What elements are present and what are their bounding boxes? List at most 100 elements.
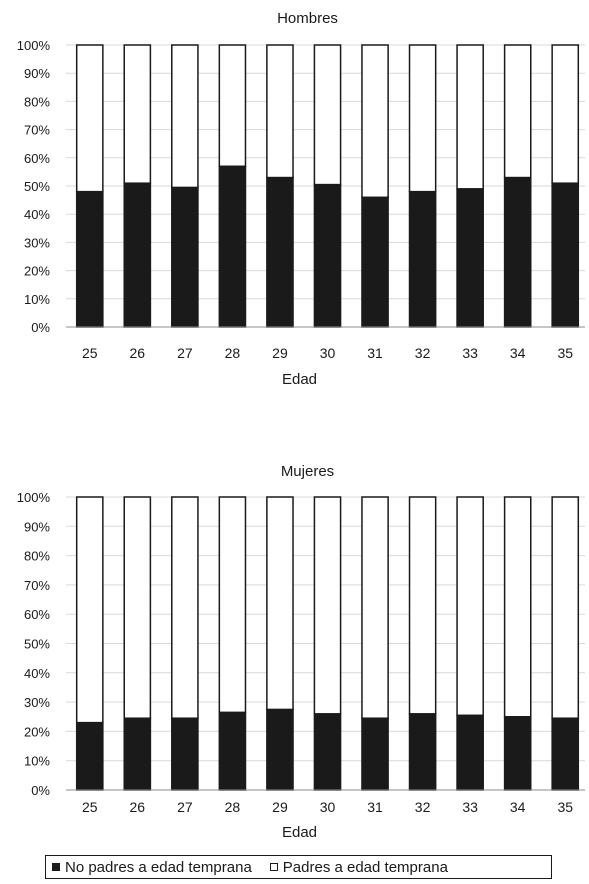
chart2-xtick-label: 29 <box>272 799 288 815</box>
legend-entry-padres: Padres a edad temprana <box>269 858 448 876</box>
legend-swatch-white-icon <box>269 863 278 871</box>
chart2-xtick-label: 28 <box>225 799 241 815</box>
chart1-ytick-label: 50% <box>24 179 50 194</box>
chart1-ytick-label: 10% <box>24 292 50 307</box>
legend: No padres a edad temprana Padres a edad … <box>45 855 552 879</box>
chart1-bar-padres <box>551 44 580 184</box>
chart2-bar-no-padres <box>266 708 294 791</box>
chart2-ytick-label: 70% <box>24 578 50 593</box>
chart1-bar-no-padres <box>456 188 484 328</box>
legend-label-no-padres: No padres a edad temprana <box>65 858 252 876</box>
chart2-bar-no-padres <box>503 716 532 791</box>
chart2-bar-no-padres <box>313 713 342 791</box>
chart1-xtick-label: 32 <box>415 345 431 361</box>
chart2-xtick-label: 35 <box>557 799 573 815</box>
chart2-bar-no-padres <box>408 713 437 791</box>
chart1-bar-no-padres <box>218 165 247 328</box>
chart1-xtick-label: 27 <box>177 345 193 361</box>
chart1-xtick-label: 29 <box>272 345 288 361</box>
chart2-ytick-label: 0% <box>31 783 50 798</box>
chart1-bar-padres <box>75 44 104 193</box>
chart1-bar-padres <box>313 44 342 186</box>
chart2-bar-padres <box>551 496 580 719</box>
chart1-xtick-label: 34 <box>510 345 526 361</box>
chart2-ytick-label: 20% <box>24 724 50 739</box>
legend-label-padres: Padres a edad temprana <box>282 858 448 876</box>
chart2-bar-no-padres <box>551 717 580 791</box>
chart2-bar-padres <box>75 496 104 724</box>
chart2-ytick-label: 40% <box>24 666 50 681</box>
chart1-bar-no-padres <box>503 176 532 328</box>
chart1-bar-no-padres <box>361 196 389 328</box>
chart2-ytick-label: 50% <box>24 637 50 652</box>
legend-entry-no-padres: No padres a edad temprana <box>52 859 252 876</box>
chart1-bar-padres <box>171 44 199 189</box>
chart2-bar-padres <box>171 496 199 719</box>
chart2-bar-no-padres <box>218 711 247 791</box>
chart2-xtick-label: 33 <box>462 799 478 815</box>
chart2-x-axis-label: Edad <box>282 824 317 841</box>
chart2-bar-padres <box>123 496 152 719</box>
chart1-bar-padres <box>456 44 484 190</box>
chart2-bar-padres <box>408 496 437 715</box>
chart1-ytick-label: 0% <box>31 320 50 335</box>
chart1-xtick-label: 31 <box>367 345 383 361</box>
chart1-ytick-label: 60% <box>24 151 50 166</box>
chart2-xtick-label: 34 <box>510 799 526 815</box>
chart1-ytick-label: 90% <box>24 66 50 81</box>
chart2-xtick-label: 32 <box>415 799 431 815</box>
chart1-bar-no-padres <box>408 190 437 328</box>
chart1-xtick-label: 28 <box>225 345 241 361</box>
chart2-ytick-label: 80% <box>24 549 50 564</box>
chart2-xtick-label: 25 <box>82 799 98 815</box>
chart-svg: Hombres 0% 10% 20% 30% 40% 50% 60% 70% 80% 90% 100%… <box>17 10 585 841</box>
chart2-xtick-label: 26 <box>130 799 146 815</box>
chart2-bar-padres <box>503 496 532 718</box>
chart2-title: Mujeres <box>281 463 334 480</box>
chart2-bar-padres <box>313 496 342 715</box>
chart1-title: Hombres <box>277 10 338 27</box>
chart1-xtick-label: 33 <box>462 345 478 361</box>
chart1-xtick-label: 25 <box>82 345 98 361</box>
chart1-bar-padres <box>361 44 389 199</box>
chart1-bar-padres <box>408 44 437 193</box>
chart1-bar-padres <box>123 44 152 184</box>
chart1-xtick-label: 26 <box>130 345 146 361</box>
chart1-bar-no-padres <box>266 176 294 328</box>
chart2-bar-padres <box>361 496 389 719</box>
chart2-bar-no-padres <box>75 721 104 791</box>
chart2-bar-padres <box>266 496 294 711</box>
chart2-xtick-label: 30 <box>320 799 336 815</box>
chart2-ytick-label: 60% <box>24 607 50 622</box>
chart1-ytick-label: 100% <box>17 38 51 53</box>
chart2-ytick-label: 90% <box>24 519 50 534</box>
legend-swatch-black-icon <box>52 863 60 871</box>
chart1-ytick-label: 30% <box>24 235 50 250</box>
chart2-bar-no-padres <box>171 717 199 791</box>
chart1-ytick-label: 70% <box>24 123 50 138</box>
chart1-bar-no-padres <box>551 182 580 328</box>
chart2-ytick-label: 10% <box>24 754 50 769</box>
chart1-bar-padres <box>503 44 532 179</box>
chart1-xtick-label: 35 <box>557 345 573 361</box>
chart1-x-axis-label: Edad <box>282 371 317 388</box>
chart1-ytick-label: 40% <box>24 207 50 222</box>
chart2-bar-padres <box>218 496 247 714</box>
chart1-bar-no-padres <box>75 190 104 328</box>
chart1-bar-no-padres <box>123 182 152 328</box>
chart2-bar-no-padres <box>456 714 484 791</box>
chart2-ytick-label: 100% <box>17 490 51 505</box>
chart1-ytick-label: 80% <box>24 94 50 109</box>
chart1-ytick-label: 20% <box>24 264 50 279</box>
chart1-bar-no-padres <box>313 183 342 328</box>
chart2-bar-no-padres <box>123 717 152 791</box>
chart2-bar-no-padres <box>361 717 389 791</box>
chart2-xtick-label: 27 <box>177 799 193 815</box>
chart1-bar-padres <box>266 44 294 179</box>
chart2-xtick-label: 31 <box>367 799 383 815</box>
chart1-bar-no-padres <box>171 186 199 328</box>
chart2-bar-padres <box>456 496 484 717</box>
chart1-bar-padres <box>218 44 247 168</box>
chart2-ytick-label: 30% <box>24 695 50 710</box>
